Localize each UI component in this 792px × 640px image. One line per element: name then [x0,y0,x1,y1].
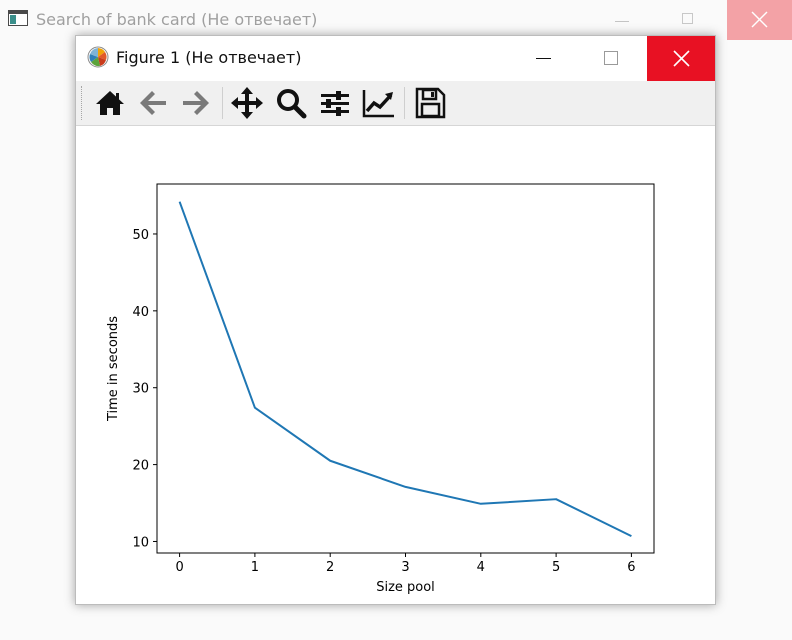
zoom-magnifier-icon [277,89,307,119]
edit-axes-chart-icon [362,90,394,118]
x-tick-label: 0 [175,560,183,575]
figure-window-title: Figure 1 (Не отвечает) [116,48,302,67]
x-tick-label: 6 [627,560,635,575]
x-tick-label: 2 [326,560,334,575]
back-arrow-icon [140,91,166,115]
background-window-title: Search of bank card (Не отвечает) [36,10,318,29]
background-close-button[interactable] [727,0,792,40]
x-tick-label: 1 [251,560,259,575]
close-icon [751,11,768,28]
zoom-button[interactable] [274,85,308,121]
subplots-sliders-icon [321,91,349,116]
home-icon [96,91,124,115]
y-axis-label: Time in seconds [106,316,121,422]
line-chart: 0 1 2 3 4 5 6 10 20 30 40 50 Size pool Time in second… [106,183,655,595]
x-tick-label: 5 [552,560,560,575]
x-axis-label: Size pool [376,580,435,595]
save-button[interactable] [413,85,447,121]
forward-arrow-icon [183,91,209,115]
configure-subplots-button[interactable] [318,85,352,121]
close-icon [673,50,690,67]
minimize-button[interactable] [520,36,566,81]
forward-button[interactable] [179,85,213,121]
pan-move-icon [231,87,263,119]
y-tick-label: 20 [132,459,149,474]
figure-window-titlebar[interactable]: Figure 1 (Не отвечает) [76,36,715,81]
navigation-toolbar [76,81,715,126]
figure-canvas[interactable]: 0 1 2 3 4 5 6 10 20 30 40 50 Size pool Time in second… [76,126,715,604]
background-window-titlebar[interactable]: Search of bank card (Не отвечает) [0,0,792,40]
series-line [178,201,632,537]
save-floppy-icon [415,87,446,119]
toolbar-separator [222,87,223,119]
x-tick-label: 3 [401,560,409,575]
maximize-button[interactable] [588,36,634,81]
toolbar-grip[interactable] [81,86,84,120]
y-tick-label: 10 [132,535,149,550]
y-tick-label: 50 [132,228,149,243]
figure-window: Figure 1 (Не отвечает) [75,35,716,605]
home-button[interactable] [93,85,127,121]
app-window-icon [8,10,28,26]
edit-axes-button[interactable] [361,85,395,121]
toolbar-separator [404,87,405,119]
axes-frame [156,183,655,554]
close-button[interactable] [647,36,715,81]
y-tick-label: 40 [132,305,149,320]
matplotlib-logo-icon [87,46,109,68]
background-maximize-button[interactable] [666,4,710,34]
pan-button[interactable] [230,85,264,121]
y-tick-label: 30 [132,382,149,397]
background-minimize-button[interactable] [600,4,644,34]
back-button[interactable] [136,85,170,121]
x-tick-label: 4 [477,560,485,575]
